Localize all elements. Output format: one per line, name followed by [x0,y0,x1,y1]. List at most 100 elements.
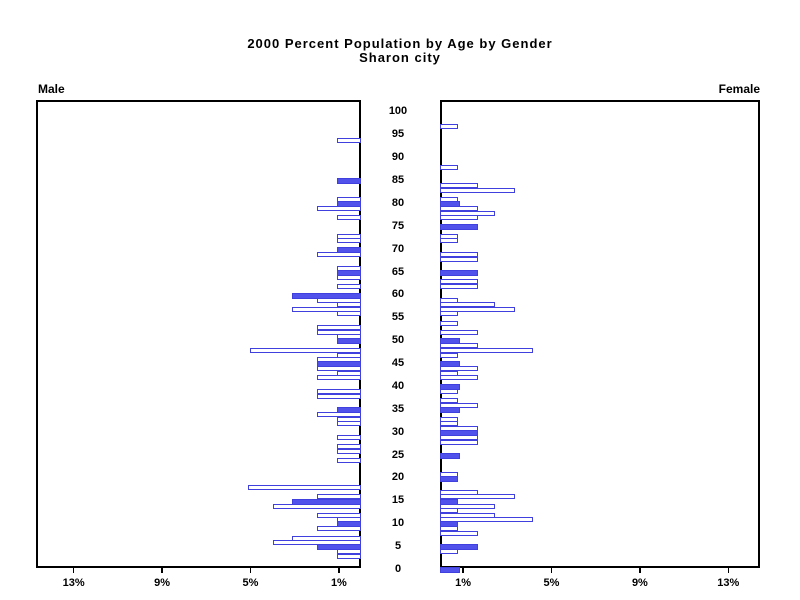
age-tick-label-65: 65 [391,265,405,278]
bar-female-age-56 [440,311,458,317]
bar-male-age-9 [317,526,361,532]
pct-tick-label-9%: 9% [154,577,171,589]
female-panel-label: Female [718,82,760,96]
bar-female-age-97 [440,123,458,129]
age-tick-label-60: 60 [391,288,405,301]
bar-male-age-26 [337,448,361,454]
bar-female-age-32 [440,421,458,427]
bar-female-age-17 [440,489,478,495]
pct-tick-mark [727,568,729,573]
age-tick-label-90: 90 [391,151,405,164]
bar-female-age-14 [440,503,495,509]
bar-male-age-34 [317,412,361,417]
pct-tick-label-1%: 1% [455,577,472,589]
bar-female-age-62 [440,283,478,289]
bar-male-age-69 [317,251,361,257]
bar-female-age-35 [440,407,460,413]
bar-male-age-77 [337,215,361,221]
bar-female-age-12 [440,512,495,518]
bar-male-age-64 [337,274,361,280]
bar-female-age-5 [440,544,478,551]
bar-female-age-52 [440,329,478,335]
age-tick-label-40: 40 [391,379,405,392]
bar-female-age-0 [440,567,460,574]
age-tick-label-100: 100 [388,105,408,118]
bar-female-age-47 [440,352,458,358]
pct-tick-mark [249,568,252,573]
bar-female-age-73 [440,233,458,239]
pct-tick-label-1%: 1% [330,577,347,589]
age-tick-label-95: 95 [391,128,405,141]
bar-male-age-62 [337,283,361,289]
bar-female-age-33 [440,416,458,422]
bar-female-age-20 [440,475,458,482]
pct-tick-mark [72,568,75,573]
bar-male-age-3 [337,553,361,559]
bar-male-age-53 [317,325,361,331]
bar-female-age-49 [440,343,478,349]
age-tick-label-5: 5 [394,540,402,552]
age-tick-label-25: 25 [391,448,405,461]
bar-female-age-88 [440,165,458,170]
bar-male-age-4 [337,549,361,555]
bar-female-age-42 [440,375,478,381]
age-tick-label-15: 15 [391,494,405,507]
bar-male-age-12 [317,512,361,518]
chart-title: 2000 Percent Population by Age by Gender [247,36,553,51]
pct-tick-label-5%: 5% [543,577,560,589]
bar-male-age-14 [273,503,361,509]
bar-male-age-48 [250,348,361,353]
chart-subtitle: Sharon city [359,50,441,65]
pct-tick-mark [161,568,163,573]
bar-male-age-52 [317,329,361,335]
bar-male-age-58 [337,302,361,308]
pct-tick-label-13%: 13% [62,577,85,589]
bar-male-age-85 [337,178,361,185]
pct-tick-label-13%: 13% [717,577,740,589]
bar-female-age-84 [440,183,478,189]
bar-female-age-48 [440,348,533,353]
bar-male-age-38 [317,393,361,399]
bar-female-age-65 [440,269,478,276]
bar-female-age-37 [440,398,458,404]
bar-female-age-13 [440,508,458,514]
bar-male-age-94 [337,137,361,143]
bar-female-age-54 [440,320,458,326]
bar-male-age-24 [337,457,361,463]
bar-female-age-69 [440,251,478,257]
pct-tick-mark [338,568,340,573]
bar-male-age-44 [317,366,361,372]
bar-female-age-72 [440,238,458,244]
bar-male-age-29 [337,434,361,440]
age-tick-label-0: 0 [394,562,402,575]
bar-female-age-44 [440,366,478,372]
age-tick-label-85: 85 [391,174,405,186]
male-panel-label: Male [38,82,65,96]
bar-female-age-4 [440,549,458,555]
bar-female-age-25 [440,452,460,459]
age-tick-label-20: 20 [391,471,405,484]
bar-female-age-8 [440,531,478,536]
bar-male-age-56 [337,311,361,317]
bar-female-age-83 [440,187,515,193]
bar-male-age-42 [317,375,361,381]
bar-female-age-16 [440,494,515,500]
bar-male-age-18 [248,485,361,491]
age-tick-label-55: 55 [391,311,405,324]
bar-female-age-29 [440,434,478,440]
female-bars-panel [440,100,760,574]
bar-female-age-77 [440,215,478,221]
age-tick-label-75: 75 [391,219,405,232]
pct-tick-label-5%: 5% [242,577,259,589]
age-tick-label-35: 35 [391,402,405,415]
bar-male-age-33 [337,416,361,422]
age-tick-label-50: 50 [391,334,405,347]
bar-male-age-57 [292,306,361,312]
age-tick-label-30: 30 [391,425,405,438]
pct-tick-label-9%: 9% [631,577,648,589]
bar-male-age-50 [337,338,361,345]
bar-male-age-79 [317,206,361,212]
age-tick-label-45: 45 [391,357,405,369]
pct-tick-mark [550,568,553,573]
